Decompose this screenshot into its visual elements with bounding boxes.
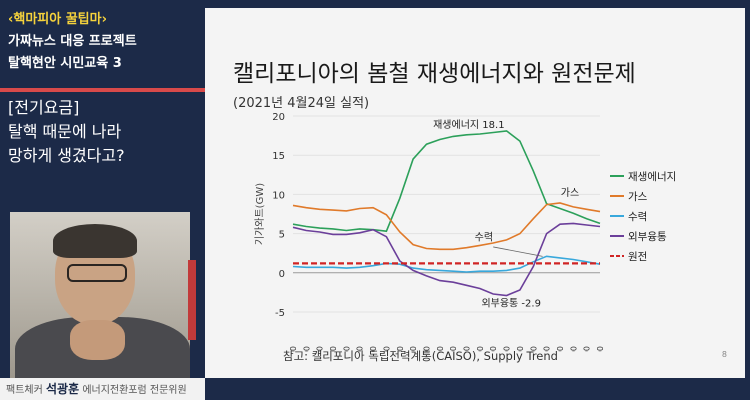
- x-tick-label: 16:00: [503, 346, 512, 352]
- slide-source: 참고: 캘리포니아 독립전력계통(CAISO), Supply Trend: [283, 349, 558, 363]
- x-tick-label: 14:00: [476, 346, 485, 352]
- speaker-org-right: 에너지전환포럼 전문위원: [82, 385, 187, 396]
- speaker-hair: [53, 224, 137, 258]
- legend-label: 수력: [628, 211, 647, 223]
- banner-line-1: ‹핵마피아 꿀팁마›: [8, 12, 107, 27]
- legend-label: 외부융통: [628, 231, 667, 243]
- x-tick-label: 11:00: [436, 346, 445, 352]
- episode-headline: [전기요금] 탈핵 때문에 나라 망하게 생겼다고?: [8, 96, 198, 168]
- series-line-수력: [292, 255, 601, 273]
- y-tick-label: 5: [279, 230, 285, 241]
- series-line-가스: [292, 202, 601, 251]
- legend-label: 원전: [628, 251, 647, 263]
- x-tick-label: 20:00: [556, 346, 565, 352]
- x-tick-label: 6:00: [369, 346, 378, 352]
- x-tick-label: 18:00: [529, 346, 538, 352]
- x-tick-label: 0:00: [289, 346, 298, 352]
- headline-line-2: 탈핵 때문에 나라: [8, 122, 122, 141]
- speaker-hand: [70, 320, 125, 360]
- annotation-hydro-leader: [493, 246, 543, 257]
- slide-subtitle: (2021년 4월24일 실적): [233, 96, 370, 111]
- x-tick-label: 21:00: [569, 346, 578, 352]
- y-axis-label: 기가와트(GW): [254, 183, 266, 245]
- series-banner: ‹핵마피아 꿀팁마› 가짜뉴스 대응 프로젝트 탈핵현안 시민교육 3: [0, 0, 205, 80]
- x-tick-label: 5:00: [356, 346, 365, 352]
- line-chart: -5 0 5 10 15 20 기가와트(GW) 0:00 1:00 2:00 3:00 4:00 5:…: [254, 112, 676, 352]
- speaker-name: 석광훈: [46, 382, 80, 396]
- y-tick-label: -5: [275, 308, 285, 319]
- slide-title: 캘리포니아의 봄철 재생에너지와 원전문제: [233, 61, 636, 87]
- speaker-caption: 팩트체커 석광훈 에너지전환포럼 전문위원: [0, 378, 205, 400]
- x-tick-label: 12:00: [449, 346, 458, 352]
- annotation-renew-peak: 재생에너지 18.1: [433, 119, 504, 131]
- headline-line-3: 망하게 생겼다고?: [8, 146, 125, 165]
- x-tick-label: 19:00: [543, 346, 552, 352]
- banner-line-3: 탈핵현안 시민교육 3: [8, 56, 122, 71]
- speaker-video: [10, 212, 190, 380]
- slide-page-number: 8: [721, 350, 727, 359]
- x-tick-label: 8:00: [396, 346, 405, 352]
- red-divider: [0, 88, 205, 92]
- x-tick-label: 2:00: [316, 346, 325, 352]
- x-tick-label: 9:00: [409, 346, 418, 352]
- headline-line-1: [전기요금]: [8, 98, 80, 117]
- annotation-gas: 가스: [561, 187, 579, 199]
- banner-line-2: 가짜뉴스 대응 프로젝트: [8, 34, 137, 49]
- legend-label: 가스: [628, 191, 648, 203]
- left-panel: ‹핵마피아 꿀팁마› 가짜뉴스 대응 프로젝트 탈핵현안 시민교육 3 [전기요…: [0, 0, 205, 400]
- x-tick-label: 1:00: [302, 346, 311, 352]
- x-tick-label: 13:00: [463, 346, 472, 352]
- x-tick-label: 22:00: [583, 346, 592, 352]
- y-tick-label: 20: [272, 112, 285, 123]
- speaker-glasses: [67, 264, 127, 282]
- presentation-slide: 캘리포니아의 봄철 재생에너지와 원전문제 (2021년 4월24일 실적) -…: [205, 8, 745, 378]
- x-tick-label: 17:00: [516, 346, 525, 352]
- annotation-hydro: 수력: [475, 232, 493, 244]
- x-tick-label: 7:00: [382, 346, 391, 352]
- y-tick-label: 15: [272, 151, 285, 162]
- speaker-org-left: 팩트체커: [6, 385, 43, 396]
- x-tick-label: 15:00: [489, 346, 498, 352]
- y-tick-label: 0: [279, 269, 285, 280]
- annotation-import-min: 외부융통 -2.9: [481, 298, 541, 310]
- x-tick-label: 23:00: [596, 346, 605, 352]
- legend-label: 재생에너지: [628, 171, 676, 183]
- x-tick-label: 10:00: [422, 346, 431, 352]
- y-tick-label: 10: [272, 190, 285, 201]
- x-tick-label: 3:00: [329, 346, 338, 352]
- x-tick-label: 4:00: [342, 346, 351, 352]
- series-line-재생에너지: [292, 130, 601, 233]
- accent-tab: [188, 260, 196, 340]
- series-line-외부융통: [292, 222, 601, 297]
